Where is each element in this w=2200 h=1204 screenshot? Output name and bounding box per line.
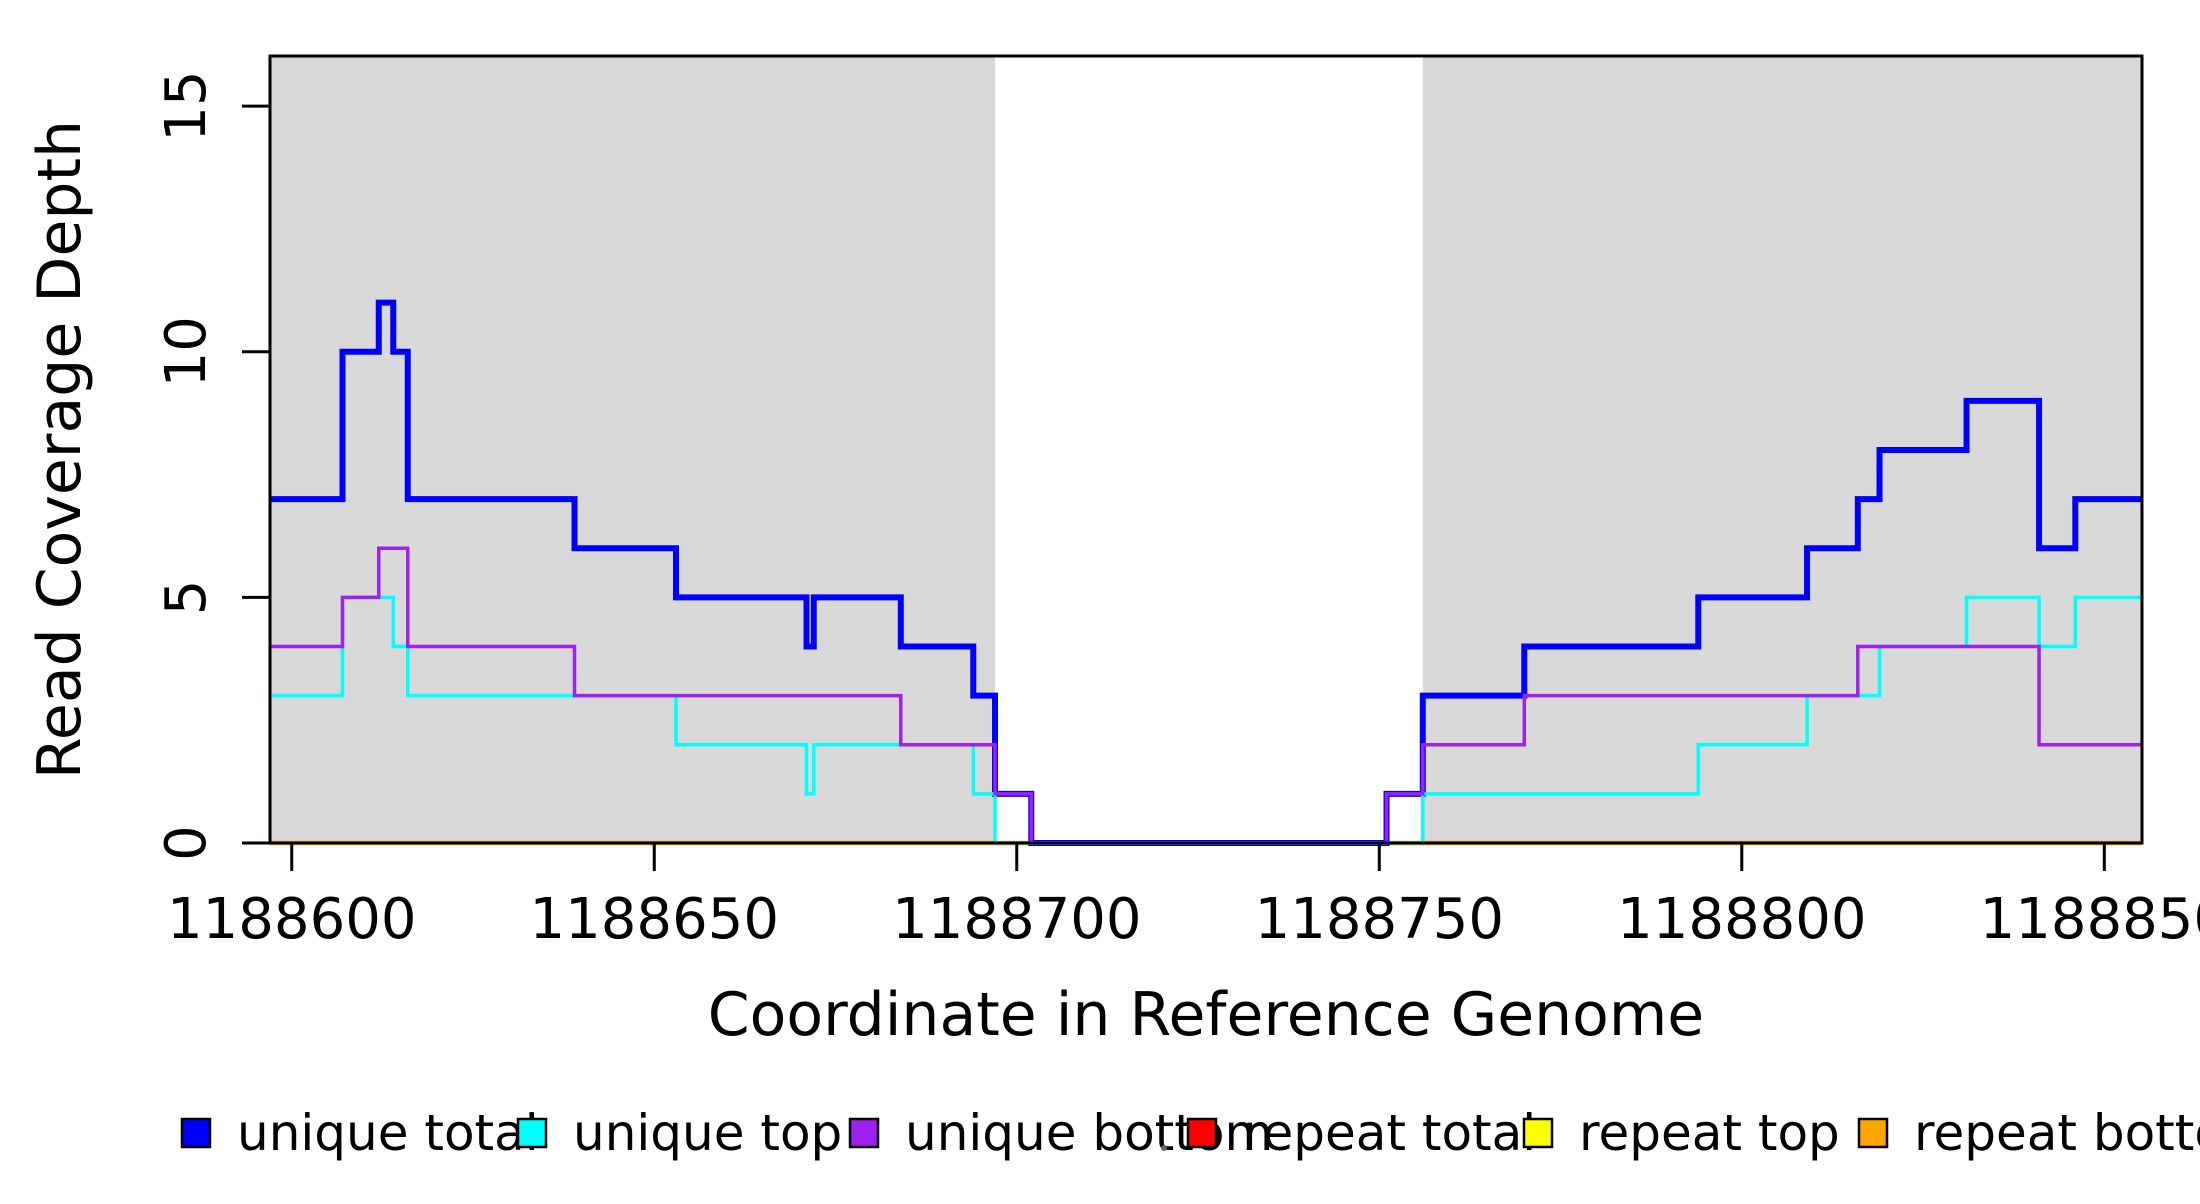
legend-label: repeat top [1579,1104,1840,1162]
legend-label: repeat total [1243,1104,1536,1162]
legend-label: unique total [237,1104,539,1162]
legend-swatch-repeat-bottom [1857,1117,1889,1149]
plot-border [268,54,2144,845]
left-shaded-block [270,56,996,843]
line-unique-bottom [270,546,2142,845]
y-axis-tick-label: 0 [154,825,219,861]
y-axis-tick-label: 10 [154,316,219,387]
legend-swatch-unique-top [516,1117,548,1149]
stray-mark-artifact [1161,1145,1167,1151]
legend-label: unique top [573,1104,842,1162]
x-axis-tick-label: 1188700 [892,887,1141,952]
legend-item-repeat-total: repeat total [1186,1104,1536,1162]
y-axis-tick-label: 15 [154,70,219,141]
legend-item-unique-total: unique total [180,1104,539,1162]
x-axis-tick-label: 1188650 [530,887,779,952]
legend-item-repeat-top: repeat top [1522,1104,1840,1162]
legend-item-unique-top: unique top [516,1104,842,1162]
line-unique-top [270,595,2142,845]
shaded-regions-layer [270,56,2142,843]
y-axis-label: Read Coverage Depth [25,120,95,779]
legend-swatch-repeat-total [1186,1117,1218,1149]
x-axis-tick-label: 1188750 [1255,887,1504,952]
legend-item-repeat-bottom: repeat bottom [1857,1104,2200,1162]
y-axis-tick-label: 5 [154,580,219,616]
x-axis-label: Coordinate in Reference Genome [708,980,1704,1050]
legend-swatch-repeat-top [1522,1117,1554,1149]
axes-layer: 1188600 1188650 1188700 1188750 1188800 11888… [154,70,2200,952]
legend-swatch-unique-bottom [848,1117,880,1149]
legend-label: repeat bottom [1914,1104,2200,1162]
right-shaded-block [1422,56,2142,843]
legend-label: unique bottom [905,1104,1273,1162]
legend: unique total unique top unique bottomrepea… [180,1104,2200,1162]
x-axis-tick-label: 1188800 [1617,887,1866,952]
legend-swatch-unique-total [180,1117,212,1149]
x-axis-tick-label: 1188600 [167,887,416,952]
